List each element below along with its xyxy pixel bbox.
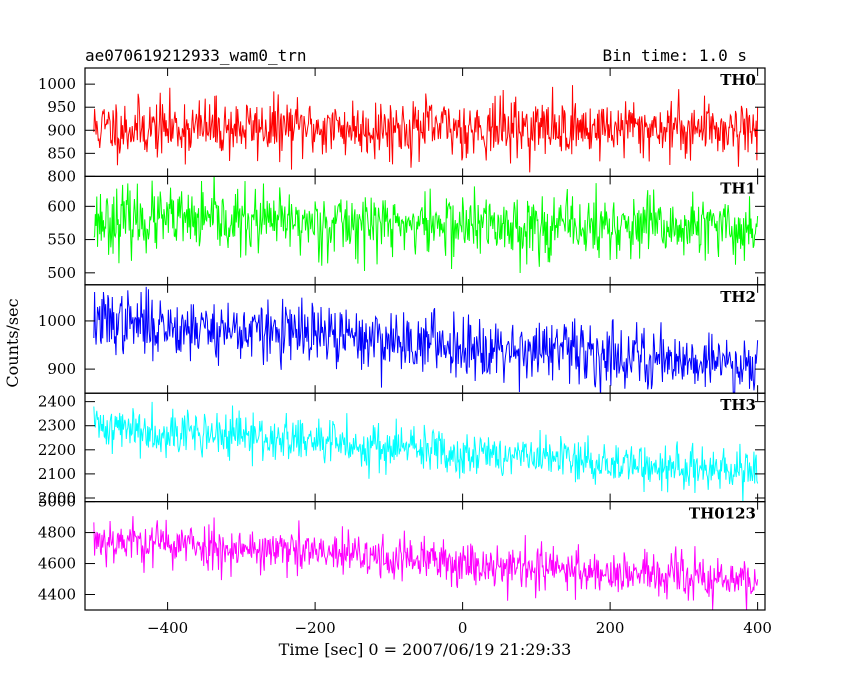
x-tick-label: −400 bbox=[147, 619, 188, 637]
y-tick-label: 550 bbox=[47, 231, 76, 249]
panel-label-th3: TH3 bbox=[720, 396, 756, 414]
series-line-th0123 bbox=[93, 516, 759, 611]
y-tick-label: 4800 bbox=[38, 524, 76, 542]
y-tick-label: 600 bbox=[47, 197, 76, 215]
y-tick-label: 1000 bbox=[38, 75, 76, 93]
y-tick-label: 2300 bbox=[38, 417, 76, 435]
x-tick-label: 0 bbox=[458, 619, 468, 637]
y-tick-label: 500 bbox=[47, 264, 76, 282]
bin-time-label: Bin time: 1.0 s bbox=[603, 46, 748, 65]
panel-label-th1: TH1 bbox=[720, 179, 756, 197]
panel-th3: 2000 2100 2200 2300 2400 TH3 bbox=[38, 392, 766, 507]
x-tick-label: 400 bbox=[743, 619, 772, 637]
y-tick-label: 2400 bbox=[38, 393, 76, 411]
series-line-th3 bbox=[93, 401, 759, 502]
x-tick-label: 200 bbox=[596, 619, 625, 637]
y-tick-label: 5000 bbox=[38, 493, 76, 511]
panel-frame bbox=[84, 501, 766, 611]
panel-th1: 500 550 600 TH1 bbox=[47, 175, 766, 286]
panel-th0123: 4400 4600 4800 5000 TH0123 bbox=[38, 493, 766, 611]
y-tick-label: 2100 bbox=[38, 465, 76, 483]
y-tick-label: 4600 bbox=[38, 555, 76, 573]
plot-title: ae070619212933_wam0_trn bbox=[85, 46, 307, 65]
panels-group: 800 850 900 950 1000 TH0 500 550 600 TH1 900 1000 TH… bbox=[38, 67, 772, 637]
y-tick-label: 2000 bbox=[38, 489, 76, 507]
y-tick-label: 800 bbox=[47, 167, 76, 185]
y-tick-label: 1000 bbox=[38, 312, 76, 330]
panel-th2: 900 1000 TH2 bbox=[38, 284, 766, 394]
panel-label-th0: TH0 bbox=[720, 71, 756, 89]
y-tick-label: 850 bbox=[47, 144, 76, 162]
y-tick-label: 900 bbox=[47, 121, 76, 139]
series-line-th0 bbox=[93, 85, 759, 173]
panel-frame bbox=[84, 392, 766, 503]
panel-th0: 800 850 900 950 1000 TH0 bbox=[38, 67, 766, 185]
y-axis-title: Counts/sec bbox=[3, 298, 22, 387]
panel-label-th2: TH2 bbox=[720, 288, 756, 306]
y-tick-label: 950 bbox=[47, 98, 76, 116]
x-axis-title: Time [sec] 0 = 2007/06/19 21:29:33 bbox=[279, 640, 572, 659]
y-tick-label: 2200 bbox=[38, 441, 76, 459]
series-line-th1 bbox=[93, 176, 759, 273]
panel-label-th0123: TH0123 bbox=[689, 505, 756, 523]
y-tick-label: 4400 bbox=[38, 586, 76, 604]
x-tick-label: −200 bbox=[295, 619, 336, 637]
y-tick-label: 900 bbox=[47, 360, 76, 378]
series-line-th2 bbox=[93, 286, 759, 394]
